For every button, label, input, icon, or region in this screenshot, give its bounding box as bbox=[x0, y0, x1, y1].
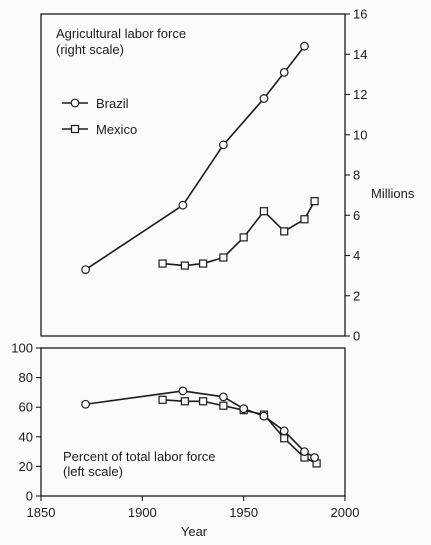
top-point-mexico bbox=[219, 253, 228, 262]
top-point-brazil bbox=[279, 67, 289, 77]
bottom-point-brazil bbox=[218, 392, 228, 402]
bottom-point-brazil bbox=[279, 426, 289, 436]
bottom-point-brazil bbox=[310, 453, 320, 462]
legend-label-mexico: Mexico bbox=[96, 122, 137, 137]
legend: Brazil Mexico bbox=[62, 96, 137, 137]
right-axis-tick-label: 14 bbox=[353, 47, 367, 62]
legend-marker-mexico bbox=[70, 124, 80, 134]
bottom-panel-frame bbox=[40, 347, 346, 497]
bottom-point-brazil bbox=[178, 386, 188, 396]
right-axis-tick-label: 10 bbox=[353, 127, 367, 142]
legend-marker-brazil bbox=[70, 98, 80, 108]
bottom-point-brazil bbox=[81, 399, 90, 409]
bottom-point-mexico bbox=[280, 434, 289, 443]
left-axis-tick-label: 0 bbox=[26, 489, 33, 504]
top-point-mexico bbox=[180, 261, 189, 270]
bottom-point-mexico bbox=[158, 395, 167, 404]
x-axis-tick-label: 1900 bbox=[128, 505, 157, 520]
top-point-mexico bbox=[239, 233, 248, 242]
top-point-brazil bbox=[178, 200, 188, 210]
top-chart-subtitle: (right scale) bbox=[56, 42, 124, 57]
right-axis-tick-label: 6 bbox=[353, 208, 360, 223]
x-axis-tick-label: 1950 bbox=[229, 505, 258, 520]
top-point-mexico bbox=[310, 197, 319, 206]
right-axis-tick-label: 0 bbox=[353, 329, 360, 344]
right-axis-tick-label: 12 bbox=[353, 87, 367, 102]
top-point-mexico bbox=[199, 259, 208, 268]
bottom-point-brazil bbox=[259, 411, 269, 421]
x-axis-tick-label: 2000 bbox=[331, 505, 360, 520]
bottom-line-brazil bbox=[85, 390, 316, 459]
right-axis-label: Millions bbox=[371, 186, 415, 201]
legend-label-brazil: Brazil bbox=[96, 96, 129, 111]
right-axis-tick-label: 4 bbox=[353, 248, 360, 263]
bottom-chart-title: Percent of total labor force bbox=[63, 449, 215, 464]
bottom-point-brazil bbox=[300, 447, 309, 457]
top-point-brazil bbox=[259, 94, 269, 103]
right-axis-tick-label: 16 bbox=[353, 7, 367, 22]
bottom-point-mexico bbox=[180, 397, 189, 406]
top-point-mexico bbox=[280, 227, 289, 236]
top-line-mexico bbox=[162, 200, 316, 267]
bottom-point-mexico bbox=[219, 401, 228, 410]
bottom-point-mexico bbox=[199, 397, 208, 406]
left-axis-tick-label: 40 bbox=[19, 429, 33, 444]
top-panel-frame bbox=[40, 13, 346, 337]
top-point-brazil bbox=[81, 265, 90, 274]
left-axis-tick-label: 80 bbox=[19, 370, 33, 385]
top-line-brazil bbox=[85, 45, 306, 271]
chart-marks: 0 2 4 6 8 10 12 14 16 0 20 40 60 80 100 1850 1900 1950 200… bbox=[11, 7, 367, 521]
x-axis-label: Year bbox=[181, 524, 208, 539]
bottom-point-brazil bbox=[239, 404, 249, 414]
top-point-mexico bbox=[158, 259, 167, 268]
top-point-brazil bbox=[300, 41, 309, 51]
right-axis-tick-label: 8 bbox=[353, 168, 360, 183]
x-axis-tick-label: 1850 bbox=[27, 505, 56, 520]
top-point-mexico bbox=[259, 207, 269, 216]
top-point-mexico bbox=[300, 215, 309, 224]
left-axis-tick-label: 100 bbox=[11, 341, 33, 356]
left-axis-tick-label: 20 bbox=[19, 459, 33, 474]
top-point-brazil bbox=[218, 140, 228, 150]
bottom-chart-subtitle: (left scale) bbox=[63, 464, 123, 479]
left-axis-tick-label: 60 bbox=[19, 400, 33, 415]
right-axis-tick-label: 2 bbox=[353, 288, 360, 303]
top-chart-title: Agricultural labor force bbox=[56, 26, 186, 41]
